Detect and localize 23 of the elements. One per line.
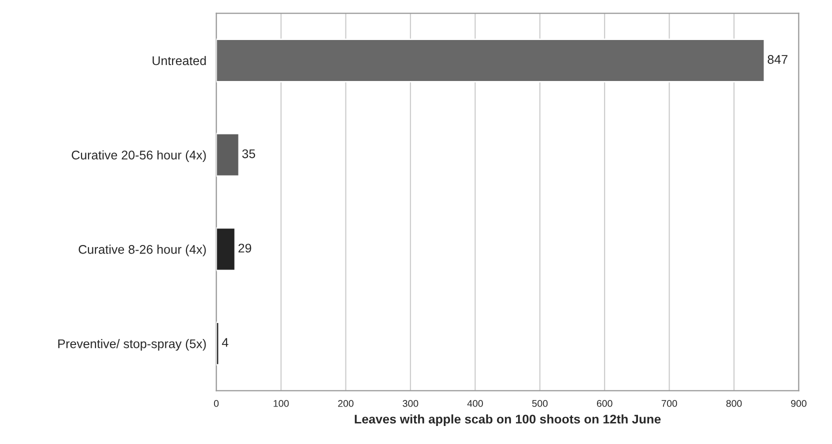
x-axis-title: Leaves with apple scab on 100 shoots on 12th June [354,414,661,426]
x-tick-label: 800 [726,400,742,407]
x-tick-label: 200 [338,400,354,407]
x-tick-label: 600 [596,400,612,407]
x-tick-label: 400 [467,400,483,407]
bar [216,38,766,82]
data-label: 4 [222,338,228,347]
data-label: 29 [238,244,252,253]
data-label: 35 [242,149,256,158]
y-tick-label: Preventive/ stop-spray (5x) [58,339,206,351]
x-tick-label: 700 [662,400,678,407]
bar [216,322,220,366]
bar [216,227,236,272]
x-tick-label: 500 [532,400,548,407]
y-tick-label: Curative 20-56 hour (4x) [72,150,206,162]
y-tick-label: Untreated [152,56,206,66]
x-tick-label: 300 [402,400,418,407]
bar [216,132,240,177]
y-tick-label: Curative 8-26 hour (4x) [78,244,206,256]
x-tick-label: 900 [791,400,806,407]
x-tick-label: 0 [214,400,219,407]
x-tick-label: 100 [274,400,289,407]
data-label: 847 [768,55,788,64]
